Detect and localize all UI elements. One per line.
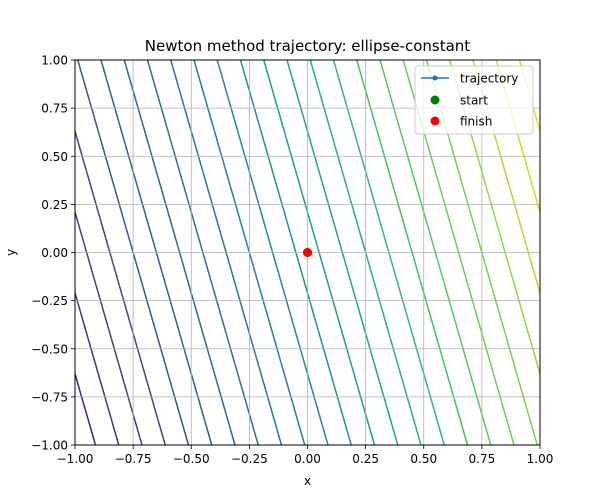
y-tick-label: 0.00 (41, 246, 68, 260)
x-tick-label: −0.75 (115, 452, 152, 466)
legend-frame (414, 65, 534, 135)
x-axis-label: x (304, 474, 311, 488)
y-tick-label: 0.25 (41, 198, 68, 212)
chart-title: Newton method trajectory: ellipse-consta… (145, 37, 470, 55)
y-tick-label: 1.00 (41, 54, 68, 68)
x-axis: −1.00 −0.75 −0.50 −0.25 0.00 0.25 0.50 0.75 1.00 (57, 445, 554, 466)
y-axis-label: y (4, 249, 18, 256)
x-tick-label: −0.50 (173, 452, 210, 466)
finish-point (303, 248, 312, 257)
y-tick-label: −0.25 (31, 294, 68, 308)
x-tick-label: 0.50 (410, 452, 437, 466)
legend-start-marker (430, 95, 440, 105)
y-tick-label: −0.75 (31, 390, 68, 404)
x-tick-label: 0.75 (469, 452, 496, 466)
x-tick-label: 0.00 (294, 452, 321, 466)
legend: trajectory start finish (414, 65, 534, 135)
legend-finish-marker (430, 116, 440, 126)
x-tick-label: −1.00 (57, 452, 94, 466)
data-series (303, 248, 312, 257)
legend-start-label: start (460, 94, 488, 108)
x-tick-label: −0.25 (231, 452, 268, 466)
y-tick-label: 0.50 (41, 150, 68, 164)
y-tick-label: −0.50 (31, 342, 68, 356)
y-tick-label: 0.75 (41, 102, 68, 116)
contour-line (518, 60, 540, 134)
y-tick-label: −1.00 (31, 439, 68, 453)
legend-trajectory-label: trajectory (460, 72, 518, 86)
legend-trajectory-marker (432, 75, 438, 81)
x-tick-label: 1.00 (527, 452, 554, 466)
x-tick-label: 0.25 (352, 452, 379, 466)
contour-line (75, 371, 97, 445)
y-axis: −1.00 −0.75 −0.50 −0.25 0.00 0.25 0.50 0.75 1.00 (31, 54, 75, 453)
contour-line (75, 290, 120, 445)
legend-finish-label: finish (460, 115, 492, 129)
